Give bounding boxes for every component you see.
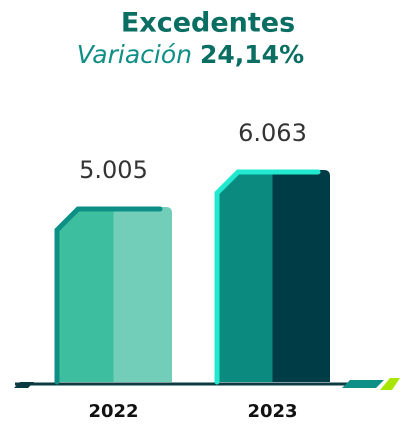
variation: 24,14% — [200, 40, 304, 69]
chart-title: Excedentes — [121, 8, 295, 39]
bar — [55, 206, 172, 382]
baseline-cap — [342, 380, 384, 388]
bar-edge — [54, 206, 163, 385]
x-tick-label: 2022 — [88, 401, 138, 422]
bar — [215, 170, 330, 382]
subtitle: Variación — [77, 40, 192, 69]
baseline-cap — [14, 382, 34, 388]
value-label: 5.005 — [79, 156, 148, 184]
value-label: 6.063 — [238, 119, 307, 147]
baseline-accent — [380, 378, 400, 390]
bar-edge — [214, 169, 321, 385]
x-tick-label: 2023 — [247, 401, 297, 422]
